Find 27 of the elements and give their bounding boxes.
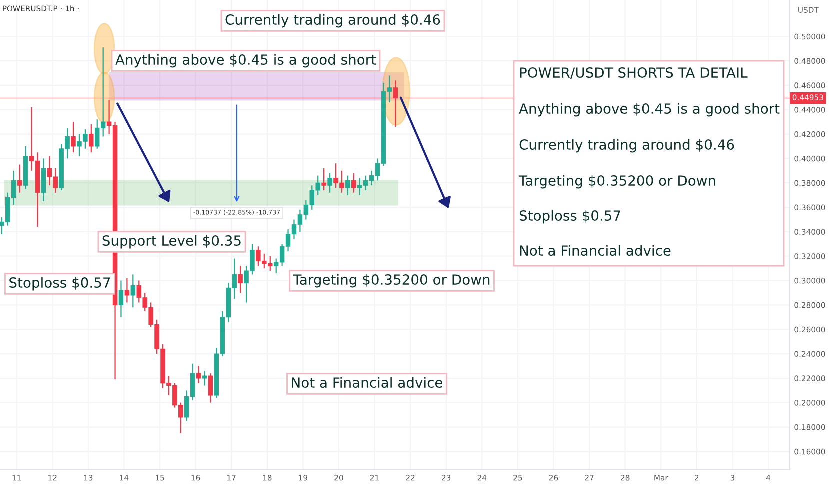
- candlestick: [71, 122, 76, 154]
- annotation: Targeting $0.35200 or Down: [518, 175, 716, 189]
- candlestick: [124, 278, 130, 304]
- candlestick: [352, 172, 356, 194]
- annotation: Currently trading around $0.46: [226, 14, 440, 28]
- candlestick: [322, 168, 326, 191]
- annotation: Support Level $0.35: [102, 235, 241, 249]
- candlestick: [346, 175, 350, 196]
- annotation: Currently trading around $0.46: [520, 139, 734, 153]
- candlestick: [130, 274, 136, 308]
- candlestick: [202, 370, 208, 386]
- annotation: POWER/USDT SHORTS TA DETAIL: [520, 68, 748, 80]
- annotation: Not a Financial advice: [520, 245, 671, 256]
- annotation: Anything above $0.45 is a good short: [116, 54, 376, 68]
- candlestick: [17, 164, 22, 194]
- candlestick: [238, 266, 243, 294]
- candlestick: [196, 366, 202, 384]
- annotation: Stoploss $0.57: [520, 210, 620, 224]
- candlestick: [118, 280, 124, 318]
- annotation: Not a Financial advice: [292, 377, 443, 388]
- candlestick: [208, 373, 214, 404]
- candlestick: [89, 124, 94, 154]
- annotation: Stoploss $0.57: [10, 277, 110, 291]
- candlestick: [393, 80, 398, 128]
- candlestick: [328, 172, 332, 194]
- annotation: Anything above $0.45 is a good short: [519, 103, 780, 117]
- annotation: Targeting $0.35200 or Down: [293, 274, 490, 288]
